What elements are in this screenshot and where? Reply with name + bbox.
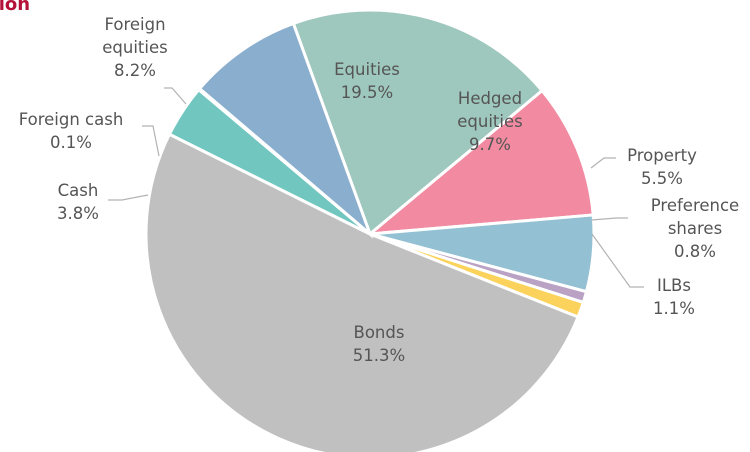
- data-label-cash: Cash 3.8%: [57, 181, 99, 223]
- pie-slice-foreign-equities: [197, 21, 374, 239]
- data-label-ilbs: ILBs 1.1%: [653, 276, 695, 318]
- leader-line-preference-shares: [591, 217, 628, 221]
- data-label-hedged-equities: Hedged equities 9.7%: [457, 89, 522, 154]
- leader-line-cash: [108, 194, 149, 201]
- data-label-bonds: Bonds 51.3%: [353, 323, 405, 365]
- data-label-property: Property 5.5%: [627, 146, 697, 188]
- data-label-equities: Equities 19.5%: [334, 60, 400, 102]
- pie-slice-equities: [291, 8, 545, 237]
- chart-title: ation: [0, 0, 31, 15]
- leader-line-foreign-cash: [142, 125, 160, 157]
- data-label-foreign-cash: Foreign cash 0.1%: [19, 110, 124, 152]
- pie-slice-bonds: [144, 132, 580, 452]
- data-label-preference-shares: Preference shares 0.8%: [651, 196, 739, 261]
- data-label-foreign-equities: Foreign equities 8.2%: [102, 15, 167, 80]
- pie-slice-hedged-equities: [365, 88, 595, 236]
- leader-line-foreign-equities: [164, 87, 187, 105]
- leader-line-property: [590, 157, 616, 169]
- leader-line-ilbs: [591, 233, 644, 288]
